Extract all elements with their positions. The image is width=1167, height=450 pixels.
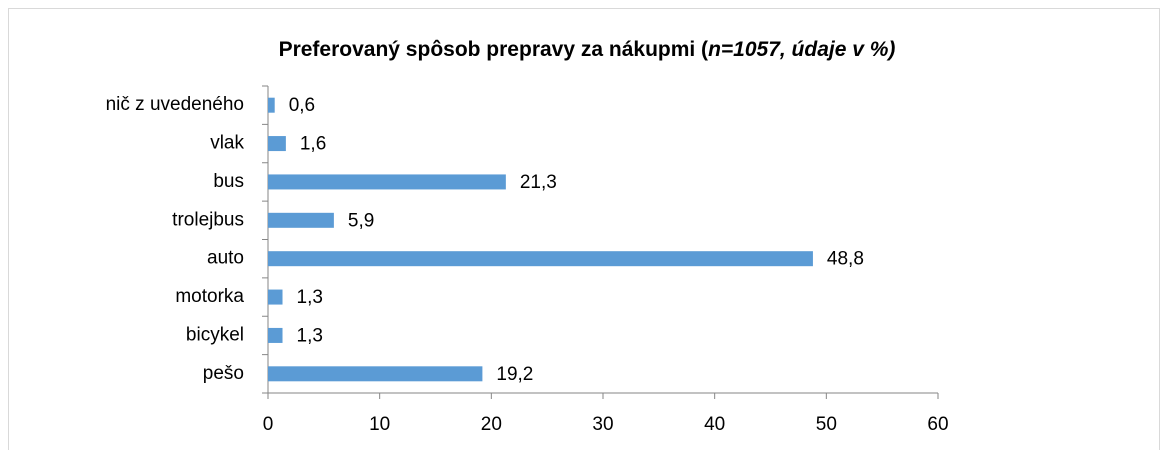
title-note: n=1057, údaje v %) [708, 38, 895, 61]
y-tick-label: vlak [210, 133, 244, 154]
x-tick-label: 50 [816, 414, 837, 435]
x-tick-label: 60 [927, 414, 948, 435]
chart-frame [8, 8, 1160, 450]
bar [268, 327, 283, 343]
value-label: 1,6 [300, 134, 326, 155]
title-main: Preferovaný spôsob prepravy za nákupmi ( [279, 38, 708, 61]
bar [268, 289, 283, 305]
x-tick-label: 30 [592, 414, 613, 435]
y-tick-label: bus [213, 171, 244, 192]
y-tick-label: motorka [175, 286, 244, 307]
value-label: 48,8 [827, 249, 864, 270]
bar [268, 212, 334, 228]
y-tick-label: trolejbus [172, 209, 244, 230]
chart-title: Preferovaný spôsob prepravy za nákupmi (… [279, 38, 896, 61]
y-tick-label: bicykel [186, 324, 244, 345]
value-label: 1,3 [297, 325, 323, 346]
value-label: 19,2 [496, 364, 533, 385]
bar [268, 366, 483, 382]
bar [268, 174, 506, 190]
value-label: 21,3 [520, 172, 557, 193]
value-label: 5,9 [348, 210, 374, 231]
bar [268, 97, 275, 113]
bar [268, 251, 813, 267]
value-label: 0,6 [289, 95, 315, 116]
x-tick-label: 0 [263, 414, 274, 435]
value-label: 1,3 [297, 287, 323, 308]
y-tick-label: nič z uvedeného [106, 94, 244, 115]
bar [268, 136, 286, 152]
y-tick-label: pešo [203, 363, 244, 384]
x-tick-label: 40 [704, 414, 725, 435]
y-tick-label: auto [207, 248, 244, 269]
x-tick-label: 10 [369, 414, 390, 435]
x-tick-label: 20 [481, 414, 502, 435]
